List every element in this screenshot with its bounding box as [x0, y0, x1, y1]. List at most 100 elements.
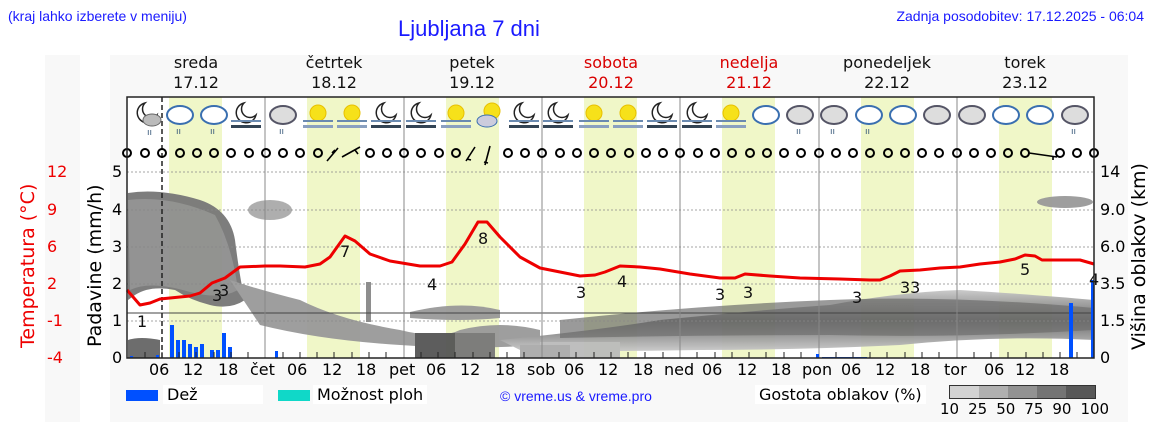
temperature-line	[125, 220, 1095, 307]
x-tick: 18	[633, 360, 654, 379]
cloud-density-scale	[949, 385, 1096, 399]
cloud-tick: 14	[1100, 162, 1121, 181]
svg-text:ıı: ıı	[210, 127, 215, 137]
x-tick: sob	[527, 360, 556, 379]
day-name: torek	[1004, 53, 1046, 72]
cloud-rain-icon: ıı	[269, 105, 297, 137]
x-tick: 18	[910, 360, 931, 379]
day-name: ponedeljek	[843, 53, 931, 72]
x-tick: čet	[250, 360, 275, 379]
moon-fog-icon	[406, 101, 436, 128]
svg-text:4: 4	[617, 272, 627, 291]
x-tick: pon	[802, 360, 833, 379]
day-date: 20.12	[588, 73, 634, 92]
svg-text:ıı: ıı	[147, 128, 152, 138]
x-axis-ticks	[144, 352, 1078, 358]
day-header: sobota 20.12	[542, 53, 680, 93]
scale-tick: 25	[968, 400, 988, 418]
svg-text:ıı: ıı	[176, 127, 181, 137]
svg-text:ıı: ıı	[1071, 127, 1076, 137]
moon-fog-icon	[682, 101, 712, 128]
svg-text:5: 5	[1020, 260, 1030, 279]
precip-tick: 2	[112, 274, 123, 293]
scale-tick: 90	[1052, 400, 1072, 418]
sun-fog-icon	[303, 104, 333, 128]
svg-text:7: 7	[340, 242, 350, 261]
x-tick: 18	[356, 360, 377, 379]
credit-link[interactable]: © vreme.us & vreme.pro	[500, 388, 652, 404]
svg-text:ıı: ıı	[279, 127, 284, 137]
sun-fog-icon	[337, 104, 367, 128]
scale-tick: 100	[1080, 400, 1110, 418]
sun-fog-icon	[441, 104, 471, 128]
scale-tick: 50	[996, 400, 1016, 418]
precip-tick: 0	[112, 348, 123, 367]
svg-text:3: 3	[576, 283, 586, 302]
cloud-rain-icon: ıı	[786, 105, 814, 137]
cloud-tick: 6.0	[1100, 237, 1126, 256]
cloud-rain-icon: ıı	[855, 105, 883, 137]
x-tick: tor	[944, 360, 967, 379]
x-tick: 06	[841, 360, 862, 379]
temp-axis-panel	[45, 55, 80, 422]
svg-text:8: 8	[478, 229, 488, 248]
cloud-tick: 1.5	[1100, 311, 1126, 330]
wind-barb-icons	[326, 145, 1058, 166]
precip-tick: 5	[112, 162, 123, 181]
x-tick: 06	[426, 360, 447, 379]
sun-fog-icon	[613, 104, 643, 128]
x-tick: 06	[564, 360, 585, 379]
x-tick: 18	[1049, 360, 1070, 379]
day-header: torek 23.12	[956, 53, 1094, 93]
day-name: četrtek	[305, 53, 363, 72]
scale-tick: 10	[940, 400, 960, 418]
precip-tick: 1	[112, 311, 123, 330]
region-hint[interactable]: (kraj lahko izberete v meniju)	[8, 8, 187, 24]
day-header: ponedeljek 22.12	[818, 53, 956, 93]
cloud-rain-icon: ıı	[820, 105, 848, 137]
cloud-rain-icon: ıı	[166, 105, 194, 137]
last-updated: Zadnja posodobitev: 17.12.2025 - 06:04	[896, 8, 1144, 24]
day-name: sobota	[583, 53, 639, 72]
cloud-density-label: Gostota oblakov (%)	[755, 385, 926, 404]
x-tick: 06	[702, 360, 723, 379]
moon-fog-icon	[543, 101, 573, 128]
x-tick: pet	[389, 360, 416, 379]
svg-text:ıı: ıı	[865, 127, 870, 137]
x-tick: 12	[183, 360, 204, 379]
showers-legend-label: Možnost ploh	[313, 385, 428, 404]
cloud-density	[128, 191, 1094, 358]
cloud-icon	[923, 105, 951, 125]
x-tick: 12	[875, 360, 896, 379]
x-tick: 12	[460, 360, 481, 379]
x-tick: 18	[771, 360, 792, 379]
moon-fog-icon	[231, 101, 261, 128]
moon-fog-icon	[371, 101, 401, 128]
x-tick: 18	[495, 360, 516, 379]
moon-cloud-rain-icon: ıı	[136, 101, 162, 138]
moon-fog-icon	[647, 101, 677, 128]
x-tick: ned	[664, 360, 695, 379]
svg-text:33: 33	[900, 278, 920, 297]
cloud-tick: 0	[1100, 348, 1111, 367]
moon-fog-icon	[509, 101, 539, 128]
svg-text:3: 3	[212, 286, 222, 305]
svg-text:3: 3	[219, 281, 229, 300]
day-date: 19.12	[449, 73, 495, 92]
cloud-icon	[958, 105, 986, 125]
svg-text:ıı: ıı	[830, 127, 835, 137]
cloud-icon	[1026, 105, 1054, 125]
day-date: 18.12	[311, 73, 357, 92]
x-tick: 12	[322, 360, 343, 379]
showers-legend-swatch	[278, 390, 310, 401]
precip-tick: 4	[112, 200, 123, 219]
svg-text:4: 4	[427, 275, 437, 294]
x-tick: 12	[737, 360, 758, 379]
page-title: Ljubljana 7 dni	[398, 16, 540, 41]
cloud-tick: 9.0	[1100, 200, 1126, 219]
rain-legend-swatch	[126, 390, 158, 401]
day-header: sreda 17.12	[127, 53, 265, 93]
weather-icons: ıı ıı ıı ıı ıı ıı ıı ıı	[136, 101, 1089, 138]
cloud-rain-icon: ıı	[1061, 105, 1089, 137]
